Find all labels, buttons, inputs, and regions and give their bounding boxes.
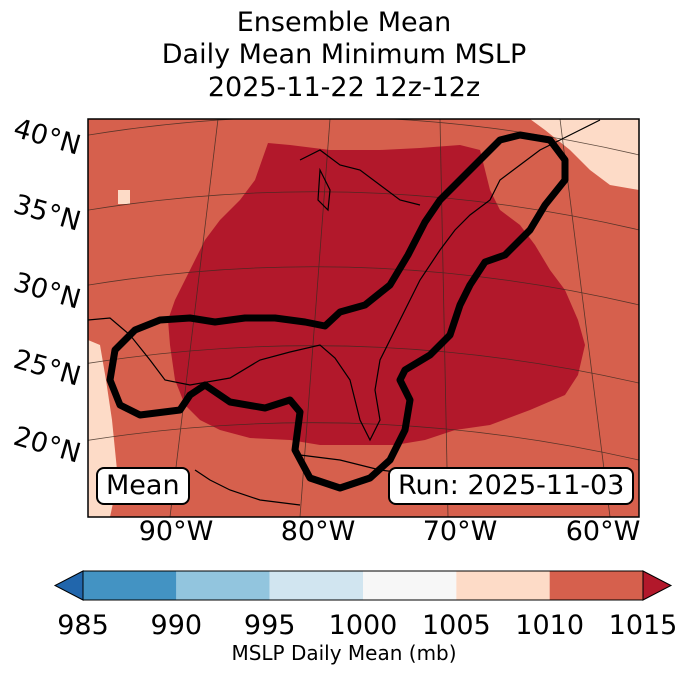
map-frame	[87, 118, 640, 518]
lat-label-40: 40°N	[10, 113, 84, 162]
lon-label-70w: 70°W	[423, 516, 498, 547]
colorbar-segment	[269, 571, 363, 600]
colorbar-tick-label: 1000	[329, 610, 398, 641]
mean-label-box: Mean	[96, 467, 190, 505]
colorbar: 985 990 995 1000 1005 1010 1015	[53, 570, 678, 641]
lat-label-25: 25°N	[10, 344, 84, 393]
colorbar-tick-label: 990	[151, 610, 203, 641]
colorbar-tick-label: 995	[244, 610, 296, 641]
colorbar-tick-label: 1005	[422, 610, 491, 641]
colorbar-tick-label: 1015	[609, 610, 678, 641]
lat-label-30: 30°N	[10, 267, 84, 316]
colorbar-outline	[82, 570, 644, 601]
chart-title-line3: 2025-11-22 12z-12z	[207, 72, 481, 103]
map-panel	[88, 119, 639, 517]
colorbar-segment	[176, 571, 270, 600]
lon-label-60w: 60°W	[566, 516, 641, 547]
lon-label-90w: 90°W	[139, 516, 214, 547]
chart-title-line1: Ensemble Mean	[236, 7, 452, 38]
light-pressure-region-ne	[530, 119, 639, 190]
colorbar-segment	[456, 571, 550, 600]
run-date-label-box: Run: 2025-11-03	[388, 467, 635, 505]
colorbar-extend-low	[53, 570, 84, 601]
chart-title-line2: Daily Mean Minimum MSLP	[161, 39, 527, 70]
lat-label-20: 20°N	[10, 421, 84, 470]
light-pressure-pixel	[118, 190, 130, 204]
lat-label-35: 35°N	[10, 189, 84, 238]
colorbar-tick-label: 1010	[515, 610, 584, 641]
colorbar-tick-label: 985	[57, 610, 109, 641]
colorbar-label: MSLP Daily Mean (mb)	[231, 641, 457, 665]
colorbar-segment	[363, 571, 457, 600]
colorbar-extend-high	[642, 570, 673, 601]
lon-label-80w: 80°W	[281, 516, 356, 547]
colorbar-segment	[549, 571, 643, 600]
mslp-contour	[106, 131, 569, 492]
colorbar-segment	[83, 571, 177, 600]
